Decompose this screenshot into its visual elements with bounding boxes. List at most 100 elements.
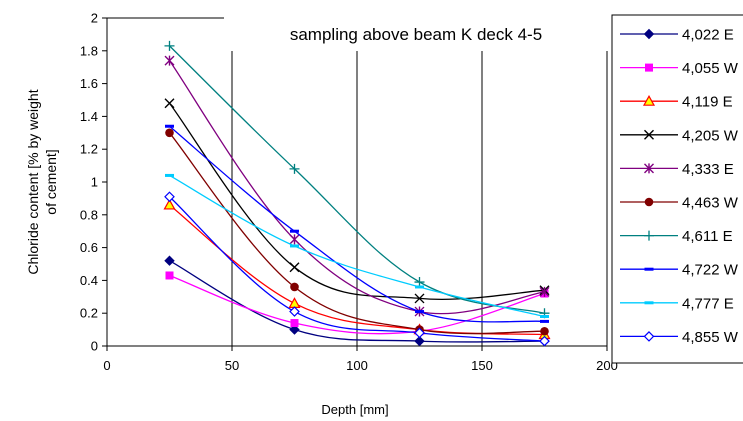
legend-label: 4,611 E <box>682 228 733 245</box>
data-point <box>539 335 550 347</box>
legend-label: 4,722 W <box>682 262 739 279</box>
series-line <box>169 45 545 314</box>
data-point <box>414 327 425 339</box>
data-point <box>165 271 174 280</box>
data-point <box>539 286 550 297</box>
series-line <box>169 260 545 343</box>
series-1 <box>164 255 550 347</box>
series-line <box>168 60 545 315</box>
legend-item: 4,333 E <box>620 161 734 178</box>
legend-marker <box>643 28 655 40</box>
data-point <box>289 262 300 273</box>
data-point <box>164 255 175 266</box>
series-8 <box>165 124 549 323</box>
axes-layer: 00.20.40.60.811.21.41.61.820 50 100 150 200 <box>80 11 618 374</box>
data-point <box>414 277 425 288</box>
data-point <box>414 293 425 304</box>
series-line <box>169 125 545 323</box>
labels-layer: Depth [mm] Chloride content [% by weight… <box>25 89 389 417</box>
data-point <box>290 229 299 233</box>
x-axis-label: Depth [mm] <box>321 402 388 417</box>
data-point <box>289 163 300 174</box>
legend-marker <box>644 197 654 207</box>
y-tick-label: 0.8 <box>80 207 98 222</box>
data-point <box>164 98 175 109</box>
legend-item: 4,777 E <box>620 295 734 312</box>
series-line <box>169 196 545 342</box>
grid-layer <box>231 18 608 346</box>
legend-marker <box>642 94 656 106</box>
legend-marker <box>644 129 654 140</box>
data-point <box>290 244 299 248</box>
legend-item: 4,055 W <box>620 60 739 77</box>
data-point <box>289 306 300 317</box>
series-9 <box>165 173 549 318</box>
data-point <box>540 314 549 318</box>
data-point <box>289 324 300 335</box>
series-line <box>168 102 545 301</box>
series-6 <box>165 128 549 336</box>
y-tick-label: 1.8 <box>80 43 98 58</box>
data-point <box>289 234 300 245</box>
y-tick-label: 2 <box>91 11 98 26</box>
legend-label: 4,333 E <box>682 161 734 178</box>
legend-item: 4,611 E <box>620 228 733 245</box>
y-tick-label: 0 <box>91 339 98 354</box>
y-tick-label: 0.2 <box>80 306 98 321</box>
legend-label: 4,119 E <box>682 94 733 111</box>
y-tick-label: 0.6 <box>80 240 98 255</box>
legend-label: 4,463 W <box>682 195 739 212</box>
data-point <box>540 326 549 336</box>
x-tick-label: 100 <box>346 358 368 373</box>
legend-marker <box>643 331 655 342</box>
legend-item: 4,022 E <box>620 27 734 44</box>
y-tick-label: 1.6 <box>80 76 98 91</box>
data-point <box>540 319 549 323</box>
data-point <box>164 55 175 66</box>
chart-title: sampling above beam K deck 4-5 <box>290 25 542 44</box>
legend-marker <box>644 230 654 241</box>
legend-item: 4,463 W <box>620 195 739 212</box>
y-tick-label: 1.2 <box>80 142 98 157</box>
data-point <box>414 335 425 347</box>
x-tick-label: 0 <box>103 358 110 373</box>
x-tick-label: 50 <box>225 358 239 373</box>
series-10 <box>164 191 550 347</box>
legend-marker <box>645 63 653 72</box>
data-point <box>415 285 424 289</box>
data-point <box>290 319 299 328</box>
data-point <box>164 40 175 51</box>
legend-label: 4,777 E <box>682 295 734 312</box>
legend-label: 4,022 E <box>682 27 734 44</box>
legend-label: 4,205 W <box>682 127 739 144</box>
legend: 4,022 E 4,055 W 4,119 E 4,205 W 4,333 E 4,463… <box>611 14 743 364</box>
data-point <box>163 198 176 210</box>
y-tick-label: 1 <box>91 175 98 190</box>
data-point <box>165 128 174 138</box>
data-point <box>415 310 424 314</box>
legend-box <box>611 14 743 364</box>
legend-label: 4,055 W <box>682 60 739 77</box>
y-tick-label: 1.4 <box>80 109 98 124</box>
series-line <box>169 174 545 318</box>
legend-marker <box>644 267 654 271</box>
y-axis-label-line-2: of cement] <box>43 149 59 214</box>
data-point <box>165 173 174 177</box>
series-7 <box>164 40 550 319</box>
x-tick-label: 150 <box>471 358 493 373</box>
series-line <box>168 132 545 335</box>
series-layer <box>163 40 551 347</box>
data-point <box>290 282 299 292</box>
data-point <box>288 297 301 308</box>
legend-item: 4,205 W <box>620 127 739 144</box>
series-line <box>169 274 545 335</box>
legend-items: 4,022 E 4,055 W 4,119 E 4,205 W 4,333 E 4,463… <box>620 27 739 346</box>
legend-marker <box>644 301 654 305</box>
legend-item: 4,119 E <box>620 94 733 111</box>
legend-item: 4,722 W <box>620 262 739 279</box>
data-point <box>164 191 175 203</box>
chart-title-group: sampling above beam K deck 4-5 <box>224 15 608 51</box>
legend-label: 4,855 W <box>682 329 739 346</box>
data-point <box>165 124 174 128</box>
